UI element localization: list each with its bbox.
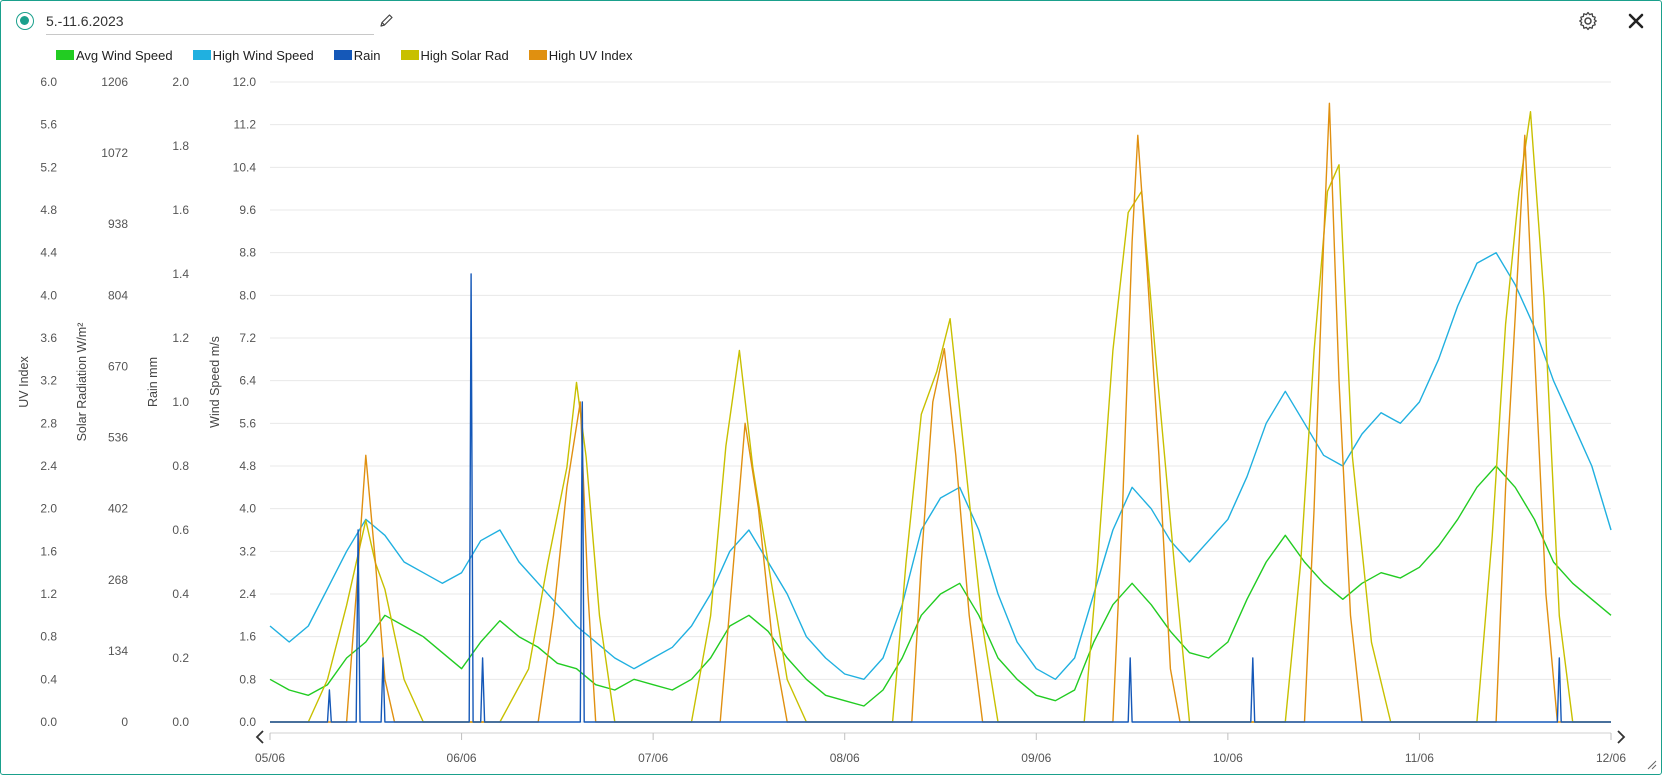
axis-tick-label: 3.6 xyxy=(40,331,57,345)
series-line-high-solar-rad xyxy=(270,110,1611,723)
axis-tick-label: 8.0 xyxy=(239,288,256,302)
axis-tick-label: 1.0 xyxy=(172,395,189,409)
legend-swatch xyxy=(528,50,547,60)
legend-swatch xyxy=(192,50,211,60)
axis-tick-label: 2.4 xyxy=(40,459,57,473)
series-line-high-wind-speed xyxy=(269,251,1612,680)
axis-tick-label: 134 xyxy=(108,644,128,658)
axis-tick-label: 804 xyxy=(108,288,128,302)
x-tick-label: 10/06 xyxy=(1213,751,1243,765)
page-title: 5.-11.6.2023 xyxy=(46,13,124,29)
legend-label: High Wind Speed xyxy=(212,47,314,63)
axis-tick-label: 4.8 xyxy=(239,459,256,473)
resize-handle-icon[interactable] xyxy=(1645,758,1657,770)
axis-tick-label: 0.4 xyxy=(172,587,189,601)
x-tick-label: 07/06 xyxy=(638,751,668,765)
chevron-left-icon[interactable] xyxy=(255,730,264,744)
axis-tick-label: 4.0 xyxy=(239,502,256,516)
axis-tick-label: 0.8 xyxy=(172,459,189,473)
axis-tick-label: 0.2 xyxy=(172,651,189,665)
axis-tick-label: 11.2 xyxy=(234,118,257,132)
legend-item-high-wind-speed[interactable]: High Wind Speed xyxy=(192,47,314,63)
axis-title-wind: Wind Speed m/s xyxy=(208,336,222,428)
axis-tick-label: 0 xyxy=(121,715,128,729)
legend-swatch xyxy=(56,50,74,60)
close-icon[interactable] xyxy=(1625,10,1647,32)
axis-tick-label: 0.0 xyxy=(239,715,256,729)
legend-item-rain[interactable]: Rain xyxy=(333,47,381,63)
axis-tick-label: 8.8 xyxy=(239,246,256,260)
axis-tick-label: 5.6 xyxy=(40,118,57,132)
axis-tick-label: 1.6 xyxy=(239,630,256,644)
axis-tick-label: 1072 xyxy=(101,146,128,160)
axis-tick-label: 0.6 xyxy=(172,523,189,537)
axis-tick-label: 2.0 xyxy=(172,75,189,89)
x-tick-label: 05/06 xyxy=(255,751,285,765)
legend-label: Rain xyxy=(353,47,381,63)
axis-tick-label: 1.2 xyxy=(172,331,189,345)
axis-tick-label: 536 xyxy=(108,431,128,445)
axis-tick-label: 670 xyxy=(108,359,128,373)
x-tick-label: 08/06 xyxy=(830,751,860,765)
axis-title-uv: UV Index xyxy=(17,356,31,408)
axis-tick-label: 3.2 xyxy=(40,374,57,388)
axis-tick-label: 10.4 xyxy=(233,160,257,174)
legend-label: High Solar Rad xyxy=(420,47,509,63)
axis-tick-label: 9.6 xyxy=(239,203,256,217)
legend-swatch xyxy=(400,50,419,60)
legend-swatch xyxy=(333,50,352,60)
axis-tick-label: 2.0 xyxy=(40,502,57,516)
axis-tick-label: 0.4 xyxy=(40,672,57,686)
x-tick-label: 09/06 xyxy=(1021,751,1051,765)
series-line-avg-wind-speed xyxy=(269,465,1612,707)
legend-item-avg-wind-speed[interactable]: Avg Wind Speed xyxy=(56,48,173,63)
axis-tick-label: 1.6 xyxy=(172,203,189,217)
axis-tick-label: 6.0 xyxy=(40,75,57,89)
axis-tick-label: 4.8 xyxy=(40,203,57,217)
axis-tick-label: 4.0 xyxy=(40,288,57,302)
x-tick-label: 11/06 xyxy=(1405,751,1434,765)
status-dot-icon xyxy=(16,12,34,30)
axis-tick-label: 1.6 xyxy=(40,544,57,558)
axis-tick-label: 12.0 xyxy=(233,75,257,89)
header: 5.-11.6.2023 xyxy=(0,0,1660,44)
axis-tick-label: 1.4 xyxy=(172,267,189,281)
x-tick-label: 12/06 xyxy=(1596,751,1626,765)
axis-tick-label: 2.8 xyxy=(40,416,57,430)
legend-label: Avg Wind Speed xyxy=(76,47,173,63)
axis-tick-label: 2.4 xyxy=(239,587,256,601)
legend-item-high-uv-index[interactable]: High UV Index xyxy=(528,47,633,63)
axis-tick-label: 4.4 xyxy=(40,246,57,260)
axis-title-rain: Rain mm xyxy=(146,357,160,407)
axis-tick-label: 938 xyxy=(108,217,128,231)
axis-tick-label: 0.0 xyxy=(40,715,57,729)
chevron-right-icon[interactable] xyxy=(1617,730,1626,744)
axis-tick-label: 1206 xyxy=(101,75,128,89)
axis-tick-label: 0.0 xyxy=(172,715,189,729)
axis-tick-label: 3.2 xyxy=(239,544,256,558)
pencil-icon[interactable] xyxy=(378,13,394,29)
legend-item-high-solar-rad[interactable]: High Solar Rad xyxy=(400,47,509,63)
axis-tick-label: 5.2 xyxy=(40,160,57,174)
axis-tick-label: 7.2 xyxy=(239,331,256,345)
x-tick-label: 06/06 xyxy=(447,751,477,765)
axis-title-solar: Solar Radiation W/m² xyxy=(75,323,89,442)
axis-tick-label: 402 xyxy=(108,502,128,516)
series-line-rain xyxy=(270,273,1611,723)
axis-tick-label: 0.8 xyxy=(40,630,57,644)
axis-tick-label: 1.2 xyxy=(40,587,57,601)
axis-tick-label: 1.8 xyxy=(172,139,189,153)
axis-tick-label: 0.8 xyxy=(239,672,256,686)
legend-label: High UV Index xyxy=(548,47,633,63)
axis-tick-label: 268 xyxy=(108,573,128,587)
axis-tick-label: 6.4 xyxy=(239,374,256,388)
title-field[interactable]: 5.-11.6.2023 xyxy=(46,10,374,35)
gear-icon[interactable] xyxy=(1578,11,1598,31)
chart-legend: Avg Wind Speed High Wind Speed Rain High… xyxy=(56,46,653,64)
axis-tick-label: 5.6 xyxy=(239,416,256,430)
